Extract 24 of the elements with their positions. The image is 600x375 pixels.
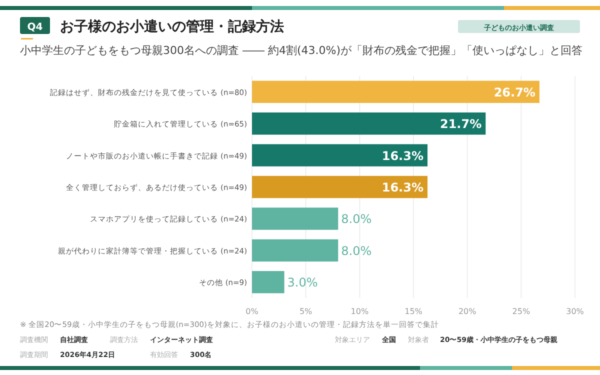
data-label: 16.3% [382,148,424,163]
bar [252,176,428,198]
data-label: 21.7% [440,117,482,132]
x-tick-label: 10% [350,307,369,316]
data-label: 8.0% [341,212,372,226]
data-label: 26.7% [494,85,536,100]
x-tick-label: 25% [512,307,530,316]
data-label: 8.0% [341,244,372,258]
x-tick-label: 5% [299,307,313,316]
text: Q4 [27,22,43,33]
bar [252,271,284,294]
bar [252,144,428,166]
chart-title: お子様のお小遣いの管理・記録方法 [60,18,284,35]
bar [252,80,540,103]
data-label: 16.3% [382,180,424,194]
bar [252,239,338,262]
x-tick-label: 20% [458,307,477,316]
x-tick-label: 30% [566,307,584,316]
x-tick-label: 15% [404,307,423,316]
bar [252,112,486,135]
bar [252,208,338,230]
data-label: 3.0% [287,276,318,290]
chart-subtitle: 小中学生の子どもをもつ母親300名への調査 ―― 約4割(43.0%)が「財布の残金で把握」「使いっぱなし」と回答 [20,44,583,57]
x-tick-label: 0% [246,307,259,316]
